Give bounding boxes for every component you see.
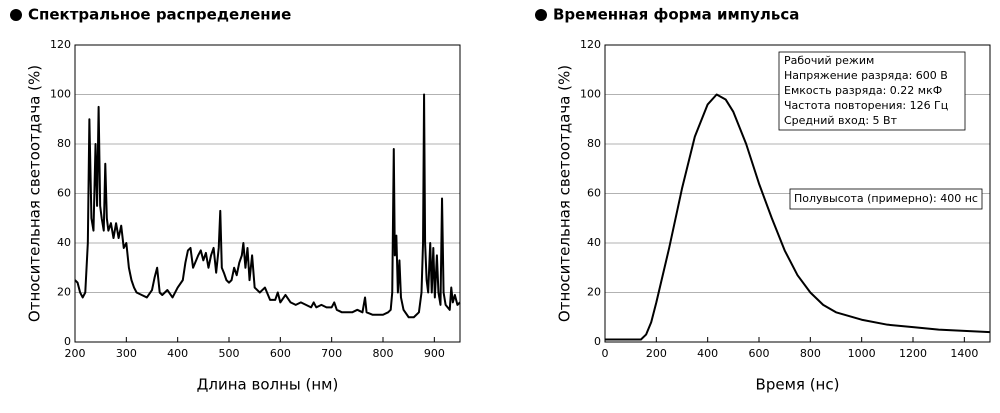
plot-frame — [604, 44, 991, 343]
x-tick-label: 700 — [321, 347, 342, 360]
x-tick-label: 600 — [270, 347, 291, 360]
x-tick-label: 1200 — [899, 347, 927, 360]
y-tick-label: 60 — [587, 187, 601, 200]
y-tick-label: 40 — [587, 236, 601, 249]
x-tick-label: 1400 — [950, 347, 978, 360]
chart-title: Спектральное распределение — [28, 6, 291, 24]
info-line: Частота повторения: 126 Гц — [784, 99, 948, 112]
y-tick-label: 40 — [57, 236, 71, 249]
y-tick-label: 80 — [57, 137, 71, 150]
x-tick-label: 800 — [373, 347, 394, 360]
y-tick-label: 0 — [594, 335, 601, 348]
data-line — [74, 93, 461, 319]
x-tick-label: 400 — [697, 347, 718, 360]
y-tick-label: 120 — [50, 38, 71, 51]
note-box — [789, 188, 983, 210]
y-tick-label: 60 — [57, 187, 71, 200]
x-tick-label: 200 — [646, 347, 667, 360]
data-line — [605, 93, 991, 341]
x-tick-label: 900 — [424, 347, 445, 360]
x-axis-label: Время (нс) — [756, 376, 840, 394]
info-line: Средний вход: 5 Вт — [784, 114, 898, 127]
x-tick-label: 800 — [800, 347, 821, 360]
info-box — [778, 51, 966, 131]
y-tick-label: 80 — [587, 137, 601, 150]
info-line: Рабочий режим — [784, 54, 874, 67]
info-line: Емкость разряда: 0.22 мкФ — [784, 84, 942, 97]
y-tick-label: 20 — [587, 286, 601, 299]
x-tick-label: 400 — [167, 347, 188, 360]
y-tick-label: 20 — [57, 286, 71, 299]
x-tick-label: 500 — [219, 347, 240, 360]
x-axis-label: Длина волны (нм) — [197, 376, 339, 394]
x-tick-label: 600 — [749, 347, 770, 360]
plot-frame — [74, 44, 461, 343]
chart-title: Временная форма импульса — [553, 6, 799, 24]
x-tick-label: 300 — [116, 347, 137, 360]
x-tick-label: 0 — [602, 347, 609, 360]
title-bullet — [10, 9, 22, 21]
y-tick-label: 120 — [580, 38, 601, 51]
y-axis-label: Относительная светоотдача (%) — [26, 65, 44, 322]
title-bullet — [535, 9, 547, 21]
y-axis-label: Относительная светоотдача (%) — [556, 65, 574, 322]
y-tick-label: 100 — [50, 88, 71, 101]
y-tick-label: 0 — [64, 335, 71, 348]
info-line: Напряжение разряда: 600 В — [784, 69, 948, 82]
y-tick-label: 100 — [580, 88, 601, 101]
x-tick-label: 200 — [65, 347, 86, 360]
note: Полувысота (примерно): 400 нс — [794, 192, 978, 205]
x-tick-label: 1000 — [848, 347, 876, 360]
